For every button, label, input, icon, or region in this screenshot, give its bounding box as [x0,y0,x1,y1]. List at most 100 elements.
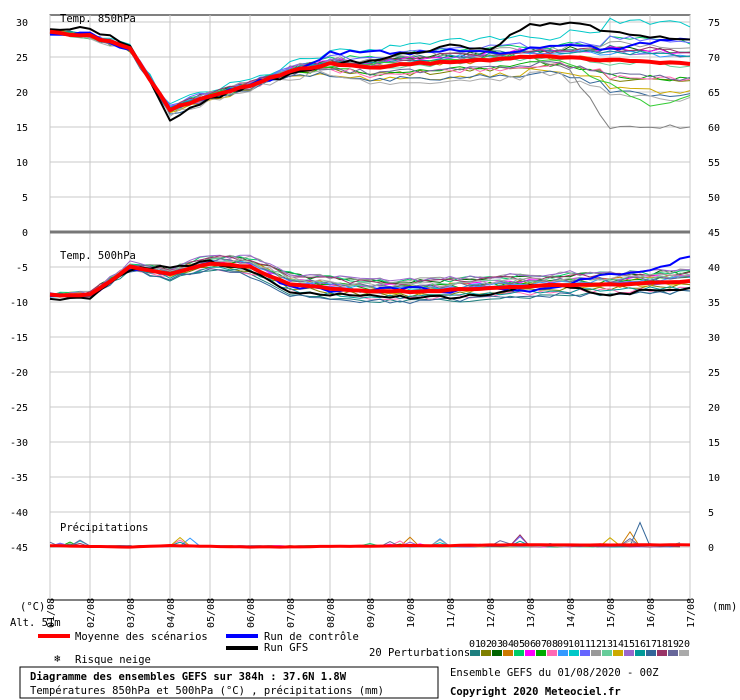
perturbation-id-label: 12 [590,639,602,650]
perturbation-swatch [470,650,480,656]
copyright: Copyright 2020 Meteociel.fr [450,686,621,698]
perturbation-id-label: 15 [623,639,635,650]
x-tick-label: 04/08 [166,598,177,628]
left-tick-label: -45 [10,543,28,554]
perturbation-swatch [481,650,491,656]
x-tick-label: 10/08 [406,598,417,628]
chart-title: Diagramme des ensembles GEFS sur 384h : … [30,671,347,683]
right-tick-label: 40 [708,263,720,274]
x-tick-label: 05/08 [206,598,217,628]
left-axis-label: (°C) [20,601,45,613]
x-tick-label: 07/08 [286,598,297,628]
x-tick-label: 16/08 [646,598,657,628]
perturbation-id-label: 03 [491,639,503,650]
x-tick-label: 11/08 [446,598,457,628]
perturbation-swatch [679,650,689,656]
x-tick-label: 15/08 [606,598,617,628]
right-tick-label: 45 [708,228,720,239]
x-tick-label: 17/08 [686,598,697,628]
legend-perturbations-label: 20 Perturbations [369,647,470,659]
perturbation-swatch [613,650,623,656]
right-tick-label: 75 [708,18,720,29]
x-tick-label: 14/08 [566,598,577,628]
left-tick-label: 25 [16,53,28,64]
perturbation-id-label: 02 [480,639,492,650]
t850-mean-line [49,29,691,113]
legend-control-label: Run de contrôle [264,631,359,643]
perturbation-swatch [547,650,557,656]
left-tick-label: 5 [22,193,28,204]
perturbation-id-label: 18 [656,639,668,650]
x-tick-label: 13/08 [526,598,537,628]
left-tick-label: 30 [16,18,28,29]
perturbation-id-label: 08 [546,639,558,650]
right-tick-label: 70 [708,53,720,64]
x-tick-label: 08/08 [326,598,337,628]
x-tick-label: 02/08 [86,598,97,628]
right-tick-label: 20 [708,403,720,414]
perturbation-id-label: 09 [557,639,569,650]
precip-panel-label: Précipitations [60,522,149,534]
legend-snow-label: Risque neige [75,654,151,666]
perturbation-swatch [602,650,612,656]
perturbation-id-label: 16 [634,639,646,650]
left-tick-label: -10 [10,298,28,309]
left-tick-label: 15 [16,123,28,134]
perturbation-swatch [558,650,568,656]
perturbation-swatch [668,650,678,656]
left-tick-label: -15 [10,333,28,344]
perturbation-id-label: 10 [568,639,580,650]
run-info: Ensemble GEFS du 01/08/2020 - 00Z [450,667,659,679]
perturbation-swatch [646,650,656,656]
altitude-label: Alt. 51m [10,617,61,629]
left-tick-label: -40 [10,508,28,519]
x-tick-label: 12/08 [486,598,497,628]
title-box [19,666,439,699]
perturbation-id-label: 01 [469,639,481,650]
right-tick-label: 5 [708,508,714,519]
right-tick-label: 60 [708,123,720,134]
perturbation-swatch [635,650,645,656]
perturbation-id-label: 19 [667,639,679,650]
x-tick-label: 03/08 [126,598,137,628]
perturbation-swatch [624,650,634,656]
right-tick-label: 25 [708,368,720,379]
snowflake-icon: ❄ [54,653,61,665]
precip-mean-line [50,543,691,549]
perturbation-swatch [525,650,535,656]
left-tick-label: -20 [10,368,28,379]
perturbation-swatch [492,650,502,656]
left-tick-label: -35 [10,473,28,484]
right-tick-label: 55 [708,158,720,169]
right-tick-label: 30 [708,333,720,344]
left-tick-label: -30 [10,438,28,449]
left-tick-label: 20 [16,88,28,99]
t850-panel-label: Temp. 850hPa [60,13,136,25]
t500-gfs-line [49,259,691,301]
perturbation-id-label: 11 [579,639,591,650]
t500-panel-label: Temp. 500hPa [60,250,136,262]
perturbation-swatch [580,650,590,656]
perturbation-swatch [569,650,579,656]
legend-mean-label: Moyenne des scénarios [75,631,208,643]
right-axis-label: (mm) [712,601,737,613]
t850-gfs-line [49,21,691,122]
perturbation-id-label: 14 [612,639,624,650]
perturbation-swatch [503,650,513,656]
perturbation-id-label: 07 [535,639,547,650]
right-tick-label: 35 [708,298,720,309]
perturbation-id-label: 05 [513,639,525,650]
perturbation-swatch [591,650,601,656]
left-tick-label: -25 [10,403,28,414]
perturbation-swatch [536,650,546,656]
perturbation-swatch [657,650,667,656]
perturbation-id-label: 13 [601,639,613,650]
t500-mean-line [49,261,691,298]
right-tick-label: 65 [708,88,720,99]
x-tick-label: 09/08 [366,598,377,628]
legend-gfs-label: Run GFS [264,642,308,654]
perturbation-id-label: 06 [524,639,536,650]
x-tick-label: 01/08 [46,598,57,628]
x-tick-label: 06/08 [246,598,257,628]
